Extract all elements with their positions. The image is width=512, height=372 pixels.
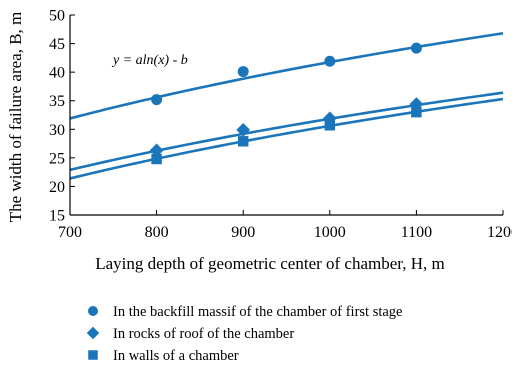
data-point-series-1 [410, 42, 422, 54]
x-tick-label: 800 [145, 224, 169, 241]
y-tick-label: 40 [49, 65, 65, 82]
fit-line-series-1 [69, 32, 504, 120]
fit-annotation: y = aln(x) - b [111, 53, 188, 68]
y-tick-label: 15 [49, 208, 65, 225]
data-point-series-1 [324, 55, 336, 67]
x-ticks: 700 800 900 1000 1100 1200 [58, 210, 512, 241]
x-tick-label: 1200 [487, 224, 512, 241]
legend-marker-1 [88, 306, 98, 316]
legend-marker-2 [86, 326, 100, 340]
x-axis-title: Laying depth of geometric center of cham… [95, 254, 445, 273]
y-tick-label: 45 [49, 36, 65, 53]
fit-line-series-2 [69, 91, 504, 172]
y-tick-label: 20 [49, 179, 65, 196]
plot-area [69, 32, 504, 180]
x-tick-label: 1100 [401, 224, 432, 241]
y-tick-label: 25 [49, 150, 65, 167]
data-point-series-3 [411, 106, 422, 118]
data-point-series-1 [237, 66, 249, 78]
y-axis-title: The width of failure area, B, m [6, 12, 25, 223]
legend-label-2: In rocks of roof of the chamber [113, 326, 294, 342]
y-ticks: 15 20 25 30 35 40 45 50 [49, 8, 75, 225]
data-point-series-3 [237, 136, 249, 147]
y-tick-label: 30 [49, 122, 65, 139]
x-tick-label: 700 [58, 224, 82, 241]
legend-label-1: In the backfill massif of the chamber of… [113, 304, 403, 320]
legend-label-3: In walls of a chamber [113, 348, 239, 364]
data-point-series-3 [151, 153, 162, 165]
y-tick-label: 35 [49, 93, 65, 110]
x-tick-label: 1000 [314, 224, 346, 241]
data-point-series-3 [324, 120, 336, 131]
x-tick-label: 900 [231, 224, 255, 241]
axes [69, 15, 503, 216]
data-point-series-2 [236, 122, 251, 137]
data-point-series-1 [151, 94, 163, 106]
fit-line-series-3 [69, 97, 504, 180]
legend-marker-3 [88, 350, 98, 360]
legend: In the backfill massif of the chamber of… [86, 304, 403, 364]
y-tick-label: 50 [49, 8, 65, 25]
